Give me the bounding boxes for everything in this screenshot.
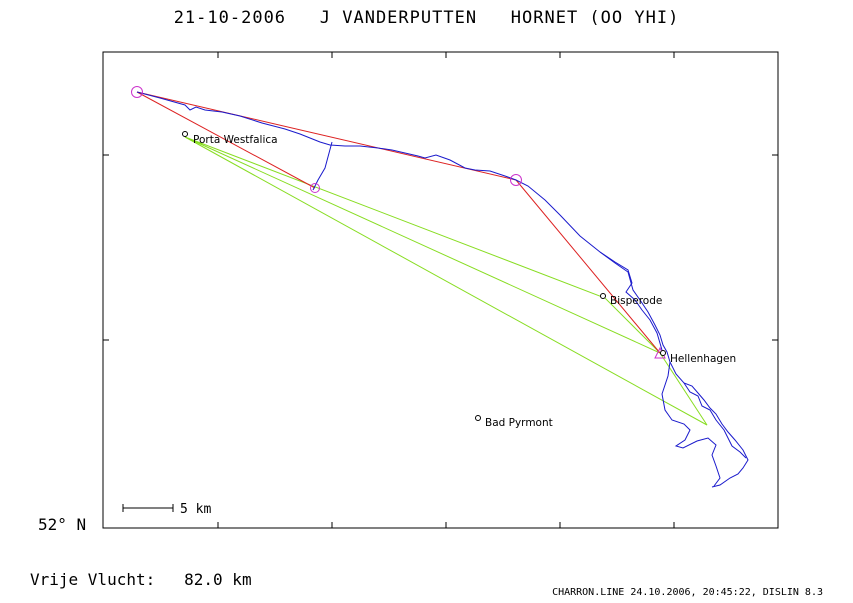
optimized-route — [184, 136, 708, 426]
place-porta-westfalica-marker — [182, 131, 188, 137]
turnpoint-marker — [510, 174, 522, 186]
place-markers — [182, 131, 666, 421]
flight-summary: Vrije Vlucht: 82.0 km — [30, 570, 252, 589]
map-ticks — [103, 52, 778, 528]
scale-label: 5 km — [180, 502, 211, 517]
flight-date: 21-10-2006 — [173, 8, 287, 28]
gps-track — [136, 91, 749, 488]
place-hellenhagen-marker — [660, 350, 666, 356]
turnpoint-marker — [131, 86, 143, 98]
gps-track-segment — [312, 141, 747, 487]
map-frame — [102, 51, 779, 529]
latitude-label: 52° N — [38, 515, 87, 534]
place-label-bad-pyrmont: Bad Pyrmont — [485, 417, 553, 429]
footer-info: CHARRON.LINE 24.10.2006, 20:45:22, DISLI… — [552, 587, 823, 598]
flight-label: Vrije Vlucht: — [30, 570, 156, 589]
turnpoints — [131, 86, 666, 359]
task-route — [136, 91, 661, 354]
page-title: 21-10-2006 J VANDERPUTTEN HORNET (OO YHI… — [0, 8, 853, 28]
place-label-hellenhagen: Hellenhagen — [670, 353, 736, 365]
place-label-porta-westfalica: Porta Westfalica — [193, 134, 278, 146]
flight-distance: 82.0 km — [184, 570, 252, 589]
scale-bar — [122, 504, 174, 512]
place-bisperode-marker — [600, 293, 606, 299]
glider-name: HORNET (OO YHI) — [510, 8, 680, 28]
pilot-name: J VANDERPUTTEN — [319, 8, 478, 28]
place-label-bisperode: Bisperode — [610, 295, 662, 307]
turnpoint-marker — [310, 183, 320, 193]
place-bad-pyrmont-marker — [475, 415, 481, 421]
